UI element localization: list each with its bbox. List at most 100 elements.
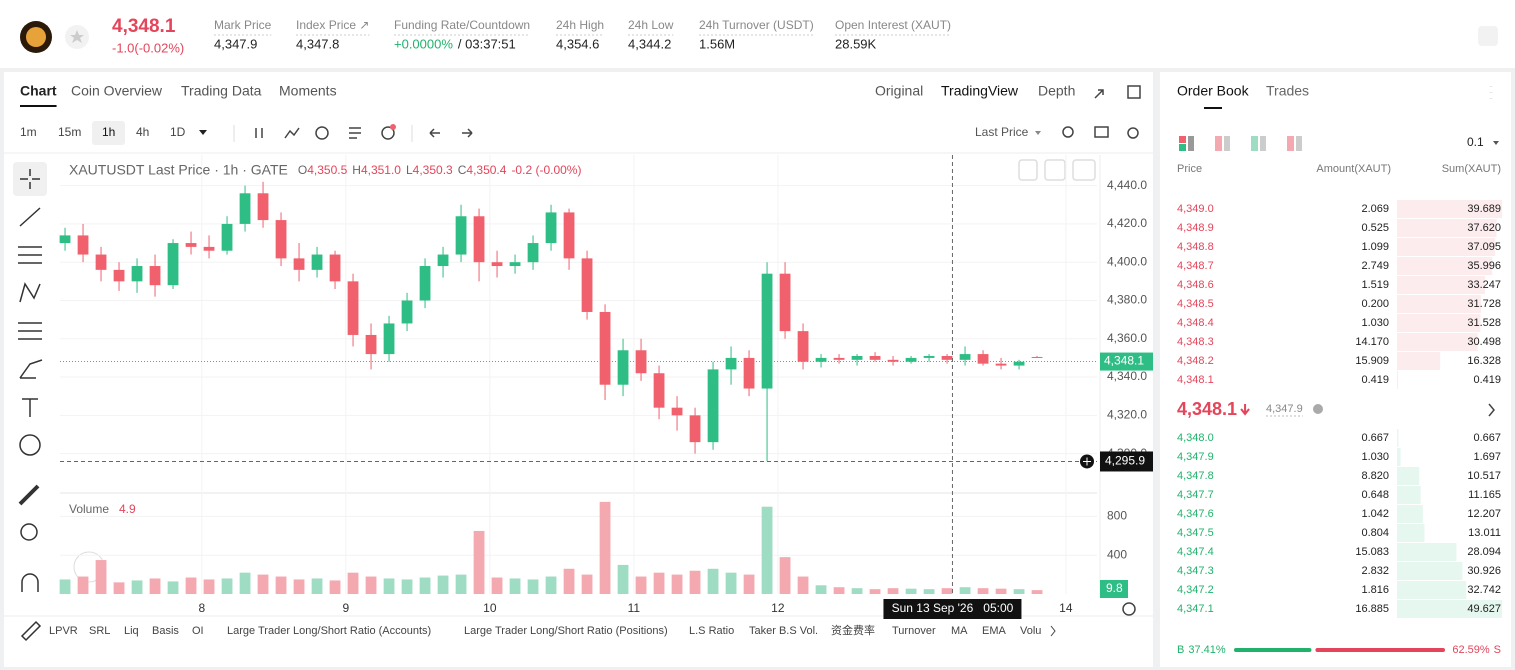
chart-icons (255, 85, 1495, 616)
interval[interactable]: 4h (136, 125, 149, 139)
candle-body (635, 350, 647, 374)
book-sum: 12.207 (1467, 508, 1501, 520)
interval[interactable]: 1h (102, 125, 115, 139)
candle-body (743, 357, 755, 389)
indicator-tab[interactable]: LPVR (49, 625, 78, 637)
expand-icon[interactable] (1488, 403, 1495, 417)
icon-part[interactable] (1260, 136, 1266, 151)
indicator-tab[interactable]: Basis (152, 625, 179, 637)
indicator-tab[interactable]: 资金费率 (831, 623, 875, 637)
precision[interactable]: 0.1 (1467, 135, 1484, 149)
camera-icon[interactable] (1094, 126, 1109, 138)
icon-part[interactable] (1188, 136, 1194, 151)
template-icon[interactable] (349, 127, 361, 139)
redo-icon[interactable] (462, 128, 473, 138)
indicator-tab[interactable]: Large Trader Long/Short Ratio (Positions… (464, 625, 668, 637)
line-tool[interactable] (19, 207, 41, 227)
undo-icon[interactable] (429, 128, 440, 138)
alert-icon[interactable] (381, 126, 395, 140)
collapse-button[interactable] (1044, 159, 1066, 181)
volume-tick-label: 800 (1107, 509, 1127, 523)
scroll-button[interactable] (1018, 159, 1038, 181)
chart-tab[interactable]: Trading Data (181, 83, 262, 99)
indicator-tab[interactable]: MA (951, 625, 968, 637)
chart-tab[interactable]: Moments (279, 83, 337, 99)
channel-tool[interactable] (18, 246, 42, 264)
candle-body (905, 357, 917, 362)
candle-body (275, 220, 287, 259)
book-amount: 8.820 (1361, 470, 1389, 482)
replay-icon[interactable] (315, 126, 329, 140)
indicator-tab[interactable]: SRL (89, 625, 110, 637)
search-icon[interactable] (1062, 126, 1074, 138)
emoji-tool[interactable] (19, 434, 41, 456)
volume-bar (743, 574, 755, 594)
book-amount: 15.909 (1355, 355, 1389, 367)
volume-bar (1013, 589, 1025, 594)
book-price: 4,347.2 (1177, 584, 1214, 596)
chart-tab[interactable]: Chart (20, 83, 57, 99)
candle-type-icon[interactable] (255, 128, 263, 138)
view-tab[interactable]: Original (875, 83, 923, 99)
indicator-tab[interactable]: Liq (124, 625, 139, 637)
window-icon[interactable] (1127, 85, 1141, 99)
dropdown-arrow (199, 130, 207, 135)
legend-value: 4,351.0 (361, 163, 401, 177)
fib-tool[interactable] (18, 322, 42, 340)
interval[interactable]: 1D (170, 125, 186, 139)
ruler-tool[interactable] (18, 484, 40, 506)
book-tab[interactable]: Trades (1266, 83, 1309, 99)
book-price: 4,347.9 (1177, 451, 1214, 463)
magnet-tool[interactable] (21, 573, 39, 592)
book-amount: 0.648 (1361, 489, 1389, 501)
ratio-bar-sell (1315, 648, 1445, 652)
lock-tool[interactable] (20, 620, 42, 642)
candle-body (1013, 361, 1025, 366)
volume-bar (329, 580, 341, 594)
pattern-tool[interactable] (19, 282, 41, 303)
interval[interactable]: 1m (20, 125, 37, 139)
volume-bar (1031, 590, 1043, 594)
zoom-tool[interactable] (20, 523, 38, 541)
stat-value: 4,354.6 (556, 36, 599, 51)
volume-bar (941, 588, 953, 594)
text-tool[interactable] (22, 398, 38, 417)
view-tab[interactable]: Depth (1038, 83, 1075, 99)
indicator-tab[interactable]: Large Trader Long/Short Ratio (Accounts) (227, 625, 431, 637)
candle-body (563, 212, 575, 259)
crosshair-tool[interactable] (20, 169, 40, 189)
settings-icon[interactable] (1122, 602, 1136, 616)
indicator-tab[interactable]: Turnover (892, 625, 936, 637)
volume-bar (221, 578, 233, 594)
chart-tab[interactable]: Coin Overview (71, 83, 163, 99)
volume-bar (473, 530, 485, 594)
last-price: 4,348.1 (112, 16, 176, 37)
price-source[interactable]: Last Price (975, 125, 1029, 139)
stat-value: 4,344.2 (628, 36, 671, 51)
scroll-right (1050, 625, 1056, 637)
volume-bar (923, 589, 935, 594)
icon-part[interactable] (1224, 136, 1230, 151)
reset-button[interactable] (1072, 159, 1096, 181)
indicator-tab[interactable]: EMA (982, 625, 1007, 637)
book-button[interactable] (1478, 26, 1498, 46)
settings-icon[interactable] (1127, 127, 1139, 139)
legend-key: H (352, 163, 361, 177)
indicator-tab[interactable]: L.S Ratio (689, 625, 734, 637)
candle-body (203, 246, 215, 251)
indicator-tab[interactable]: Taker B.S Vol. (749, 625, 818, 637)
brush-tool[interactable] (19, 359, 43, 379)
book-price: 4,348.7 (1177, 260, 1214, 272)
view-tab[interactable]: TradingView (941, 83, 1019, 99)
fullscreen-icon[interactable] (1094, 89, 1104, 99)
book-amount: 2.832 (1361, 565, 1389, 577)
icon-part[interactable] (1296, 136, 1302, 151)
candle-body (221, 223, 233, 251)
indicator-icon[interactable] (284, 127, 300, 139)
indicator-tab[interactable]: Volu (1020, 625, 1041, 637)
book-sum: 39.689 (1467, 203, 1501, 215)
ratio-label: 37.41% (1188, 644, 1226, 656)
interval[interactable]: 15m (58, 125, 81, 139)
book-tab[interactable]: Order Book (1177, 83, 1250, 99)
indicator-tab[interactable]: OI (192, 625, 204, 637)
